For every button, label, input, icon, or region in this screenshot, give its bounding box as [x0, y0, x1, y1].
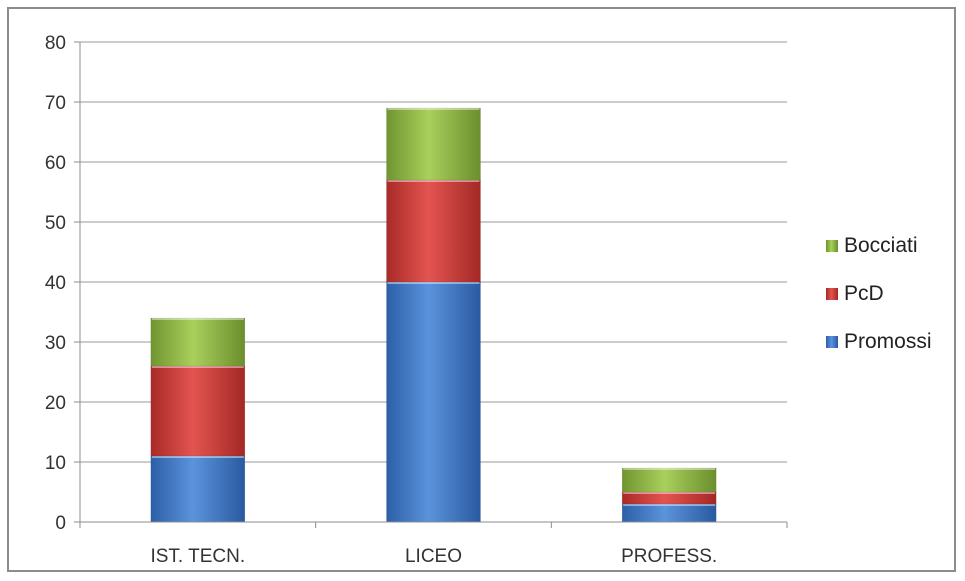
y-tick-label: 40	[45, 273, 66, 294]
bar-segment-pcd	[150, 365, 246, 457]
y-tick-label: 50	[45, 213, 66, 234]
legend-label-pcd: PcD	[844, 282, 884, 305]
y-tick-label: 20	[45, 393, 66, 414]
y-tick-label: 60	[45, 153, 66, 174]
bar-segment-bocciati	[150, 317, 246, 367]
bar-segment-promossi	[621, 503, 717, 523]
y-tick-label: 30	[45, 333, 66, 354]
legend-label-promossi: Promossi	[844, 330, 932, 353]
x-category-label: IST. TECN.	[150, 546, 245, 567]
legend-label-bocciati: Bocciati	[844, 234, 918, 257]
x-category-label: LICEO	[405, 546, 462, 567]
y-tick-label: 10	[45, 453, 66, 474]
x-axis: IST. TECN. LICEO PROFESS.	[79, 521, 788, 567]
bar-segment-bocciati	[621, 467, 717, 493]
y-tick-label: 0	[55, 513, 66, 534]
bar-segment-pcd	[386, 179, 481, 283]
legend: Bocciati PcD Promossi	[826, 234, 932, 353]
y-axis: 0 10 20 30 40 50 60 70 80	[45, 33, 81, 534]
bar-segment-promossi	[150, 455, 246, 523]
x-category-label: PROFESS.	[621, 546, 717, 567]
legend-swatch-promossi	[826, 336, 838, 348]
bar-segment-promossi	[386, 281, 481, 523]
bars	[150, 107, 717, 523]
legend-swatch-bocciati	[826, 240, 838, 252]
y-tick-label: 80	[45, 33, 66, 54]
legend-swatch-pcd	[826, 288, 838, 300]
y-tick-label: 70	[45, 93, 66, 114]
bar-segment-bocciati	[386, 107, 481, 181]
